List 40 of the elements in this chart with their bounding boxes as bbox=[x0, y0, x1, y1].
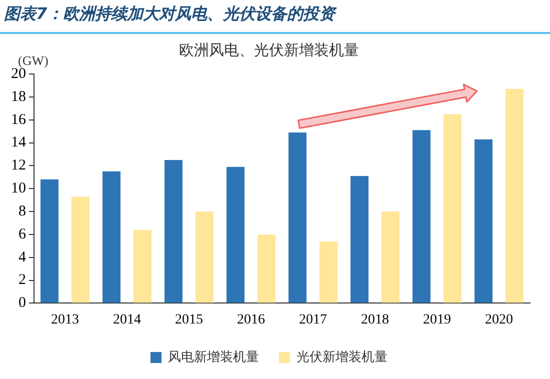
x-tick-label: 2016 bbox=[237, 312, 265, 328]
x-tick-label: 2013 bbox=[51, 312, 79, 328]
bar bbox=[474, 139, 492, 303]
y-tick-label: 4 bbox=[18, 249, 26, 266]
x-tick-label: 2015 bbox=[175, 312, 203, 328]
y-tick-label: 8 bbox=[18, 203, 26, 220]
y-tick-label: 18 bbox=[11, 88, 26, 105]
y-tick-label: 20 bbox=[11, 66, 26, 82]
bar bbox=[226, 166, 244, 303]
x-tick-label: 2018 bbox=[361, 312, 389, 328]
bar bbox=[382, 212, 400, 303]
bar bbox=[412, 130, 430, 303]
bar bbox=[320, 241, 338, 303]
bar bbox=[102, 171, 120, 303]
bar bbox=[506, 88, 524, 303]
bar bbox=[72, 196, 90, 303]
chart-subtitle: 欧洲风电、光伏新增装机量 bbox=[179, 40, 359, 59]
legend-label: 光伏新增装机量 bbox=[296, 350, 388, 365]
y-tick-label: 10 bbox=[11, 180, 26, 197]
bar bbox=[258, 234, 276, 303]
chart-title: 图表7：欧洲持续加大对风电、光伏设备的投资 bbox=[4, 4, 336, 25]
bar bbox=[350, 176, 368, 303]
y-tick-label: 6 bbox=[18, 226, 26, 242]
x-tick-label: 2019 bbox=[423, 312, 451, 328]
y-tick-label: 0 bbox=[18, 295, 26, 312]
y-tick-label: 16 bbox=[11, 112, 26, 128]
legend-label: 风电新增装机量 bbox=[168, 350, 259, 365]
y-axis-title: (GW) bbox=[18, 52, 48, 68]
x-tick-label: 2020 bbox=[485, 312, 513, 328]
y-tick-label: 12 bbox=[11, 158, 26, 174]
y-tick-label: 2 bbox=[18, 272, 26, 288]
bar bbox=[288, 132, 306, 303]
bar bbox=[164, 160, 182, 303]
x-tick-label: 2014 bbox=[113, 312, 141, 328]
bar bbox=[134, 230, 152, 303]
bar bbox=[444, 114, 462, 303]
bar bbox=[196, 212, 214, 303]
x-tick-label: 2017 bbox=[299, 312, 327, 328]
y-tick-label: 14 bbox=[11, 134, 26, 151]
bar bbox=[40, 179, 58, 303]
